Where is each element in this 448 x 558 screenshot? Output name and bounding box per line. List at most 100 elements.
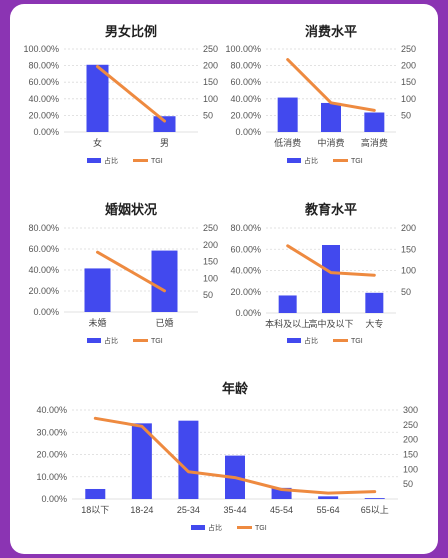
chart-1-ytick-left: 100.00% <box>23 44 59 54</box>
chart-5-xtick-1: 18以下 <box>81 505 109 515</box>
chart-5-ytick-right: 300 <box>403 405 418 415</box>
chart-4-bar-3 <box>365 292 384 313</box>
chart-1-legend-label-line: TGI <box>151 158 163 165</box>
chart-1-ytick-right: 200 <box>203 61 218 71</box>
chart-3-ytick-right: 250 <box>203 223 218 233</box>
chart-4-xtick-3: 大专 <box>365 318 383 329</box>
chart-3-ytick-left: 0.00% <box>33 307 59 317</box>
chart-4-ytick-left: 60.00% <box>230 244 261 254</box>
chart-5-ytick-left: 40.00% <box>36 405 67 415</box>
chart-5-xtick-2: 18-24 <box>130 505 153 515</box>
chart-1-xtick-1: 女 <box>93 137 102 148</box>
chart-4-ytick-left: 0.00% <box>235 308 261 318</box>
chart-1-title: 男女比例 <box>105 24 157 39</box>
chart-4-ytick-right: 150 <box>401 244 416 254</box>
chart-1-ytick-right: 50 <box>203 110 213 120</box>
chart-2-xtick-1: 低消费 <box>274 137 301 148</box>
chart-2-ytick-right: 150 <box>401 77 416 87</box>
chart-3-legend-label-bar: 占比 <box>104 336 118 345</box>
chart-2-legend-swatch-bar <box>287 158 301 163</box>
chart-3-legend-label-line: TGI <box>151 338 163 345</box>
chart-2-ytick-left: 100.00% <box>225 44 261 54</box>
chart-2-bar-1 <box>277 97 298 132</box>
chart-5-xtick-4: 35-44 <box>223 505 246 515</box>
chart-4-ytick-left: 40.00% <box>230 266 261 276</box>
chart-4-ytick-left: 20.00% <box>230 287 261 297</box>
chart-5-ytick-left: 30.00% <box>36 427 67 437</box>
chart-4-title: 教育水平 <box>304 202 357 217</box>
chart-2-bar-3 <box>364 112 385 132</box>
chart-3-tgi-line <box>96 250 166 293</box>
chart-4-ytick-right: 100 <box>401 266 416 276</box>
chart-5-bar-7 <box>364 498 385 499</box>
chart-5-xtick-3: 25-34 <box>177 505 200 515</box>
chart-2-ytick-right: 100 <box>401 94 416 104</box>
chart-2-legend-label-bar: 占比 <box>304 156 318 165</box>
chart-1-ytick-left: 60.00% <box>28 77 59 87</box>
chart-2-tgi-line <box>286 58 376 112</box>
chart-3-ytick-left: 60.00% <box>28 244 59 254</box>
chart-3-ytick-right: 100 <box>203 273 218 283</box>
chart-1-legend-label-bar: 占比 <box>104 156 118 165</box>
chart-2-ytick-right: 250 <box>401 44 416 54</box>
chart-5-ytick-right: 150 <box>403 450 418 460</box>
chart-5-ytick-right: 250 <box>403 420 418 430</box>
chart-3-ytick-left: 80.00% <box>28 223 59 233</box>
chart-4-ytick-right: 200 <box>401 223 416 233</box>
chart-5-ytick-left: 10.00% <box>36 472 67 482</box>
chart-5-bar-6 <box>318 496 339 499</box>
chart-1-xtick-2: 男 <box>160 138 169 148</box>
chart-5-title: 年龄 <box>222 381 249 396</box>
chart-2-ytick-left: 20.00% <box>230 110 261 120</box>
chart-2-xtick-2: 中消费 <box>317 137 344 148</box>
chart-3-bar-1 <box>84 268 111 312</box>
chart-5-xtick-6: 55-64 <box>317 505 340 515</box>
chart-1-ytick-right: 150 <box>203 77 218 87</box>
chart-1-ytick-left: 40.00% <box>28 94 59 104</box>
chart-3-bar-2 <box>151 250 178 312</box>
chart-5-ytick-right: 200 <box>403 435 418 445</box>
chart-2-ytick-right: 200 <box>401 61 416 71</box>
chart-1-bar-1 <box>86 64 109 132</box>
chart-5-ytick-right: 50 <box>403 479 413 489</box>
chart-1-legend-swatch-bar <box>87 158 101 163</box>
chart-5-xtick-5: 45-54 <box>270 505 293 515</box>
chart-5-bar-5 <box>271 487 292 499</box>
chart-4-legend-swatch-bar <box>287 338 301 343</box>
chart-4-legend-label-line: TGI <box>351 338 363 345</box>
chart-1-bar-2 <box>153 116 176 132</box>
chart-4-tgi-line <box>286 244 376 277</box>
chart-4-ytick-right: 50 <box>401 287 411 297</box>
chart-3-ytick-left: 40.00% <box>28 265 59 275</box>
chart-5-ytick-left: 0.00% <box>41 494 67 504</box>
chart-5-ytick-right: 100 <box>403 464 418 474</box>
chart-1-ytick-left: 20.00% <box>28 110 59 120</box>
chart-4-xtick-2: 高中及以下 <box>308 318 353 329</box>
chart-4-bar-1 <box>278 295 297 313</box>
chart-4-bar-2 <box>322 245 340 313</box>
chart-3-ytick-left: 20.00% <box>28 286 59 296</box>
chart-1-ytick-right: 250 <box>203 44 218 54</box>
chart-4-xtick-1: 本科及以上 <box>265 318 310 329</box>
chart-3-title: 婚姻状况 <box>105 202 157 217</box>
chart-2-title: 消费水平 <box>305 24 357 39</box>
chart-5-ytick-left: 20.00% <box>36 450 67 460</box>
chart-1-ytick-right: 100 <box>203 94 218 104</box>
chart-5-xtick-7: 65以上 <box>361 505 389 515</box>
chart-2-legend-label-line: TGI <box>351 158 363 165</box>
chart-3-ytick-right: 150 <box>203 257 218 267</box>
chart-5-bar-1 <box>85 488 106 499</box>
chart-2-ytick-left: 0.00% <box>235 127 261 137</box>
chart-3-xtick-2: 已婚 <box>155 317 173 328</box>
chart-2-bar-2 <box>321 102 341 132</box>
chart-2-ytick-left: 80.00% <box>230 61 261 71</box>
chart-5-bar-3 <box>178 420 199 499</box>
chart-1-ytick-left: 0.00% <box>33 127 59 137</box>
chart-2-ytick-right: 50 <box>401 110 411 120</box>
chart-5-tgi-line <box>93 416 377 495</box>
chart-2-ytick-left: 60.00% <box>230 77 261 87</box>
chart-5-legend-label-line: TGI <box>255 525 267 532</box>
chart-3-ytick-right: 200 <box>203 240 218 250</box>
chart-card <box>10 4 438 554</box>
